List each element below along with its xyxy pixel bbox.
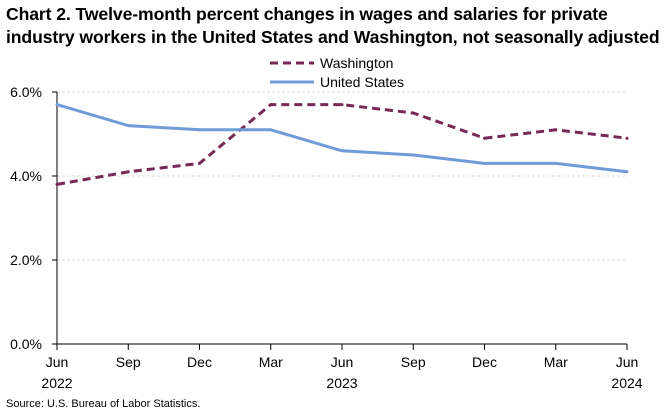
x-tick-label: Jun xyxy=(616,354,639,370)
y-tick-label: 2.0% xyxy=(10,252,42,268)
source-note: Source: U.S. Bureau of Labor Statistics. xyxy=(6,398,201,410)
data-point-washington xyxy=(554,128,558,132)
y-tick-label: 4.0% xyxy=(10,168,42,184)
series-line-washington xyxy=(56,103,628,186)
y-tick-label: 0.0% xyxy=(10,336,42,352)
data-point-united-states xyxy=(340,149,344,153)
chart-title-line-2: industry workers in the United States an… xyxy=(6,27,660,47)
data-point-united-states xyxy=(55,103,59,107)
axes xyxy=(52,91,628,350)
series-lines xyxy=(55,103,629,186)
x-tick-label: Dec xyxy=(472,354,497,370)
legend-label-washington: Washington xyxy=(320,55,393,71)
x-year-label: 2024 xyxy=(611,375,642,391)
y-axis-ticks: 0.0% 2.0% 4.0% 6.0% xyxy=(10,84,42,352)
data-point-united-states xyxy=(198,128,201,132)
x-tick-label: Mar xyxy=(259,354,283,370)
data-point-washington xyxy=(55,182,59,186)
data-point-united-states xyxy=(625,170,629,174)
data-point-united-states xyxy=(411,153,415,157)
data-point-washington xyxy=(269,103,273,107)
data-point-washington xyxy=(126,170,130,174)
series-line-united-states xyxy=(56,103,628,174)
data-point-washington xyxy=(198,161,201,165)
data-point-washington xyxy=(483,136,486,140)
x-tick-label: Sep xyxy=(401,354,426,370)
legend-label-united-states: United States xyxy=(320,74,404,90)
data-point-united-states xyxy=(483,161,486,165)
data-point-united-states xyxy=(269,128,273,132)
y-tick-label: 6.0% xyxy=(10,84,42,100)
x-tick-label: Jun xyxy=(46,354,69,370)
gridlines xyxy=(57,91,627,261)
data-point-washington xyxy=(411,111,415,115)
chart-title-line-1: Chart 2. Twelve-month percent changes in… xyxy=(6,4,608,24)
data-point-washington xyxy=(625,136,629,140)
x-tick-label: Mar xyxy=(544,354,568,370)
legend: Washington United States xyxy=(270,55,404,90)
x-tick-label: Dec xyxy=(187,354,212,370)
chart-title: Chart 2. Twelve-month percent changes in… xyxy=(6,3,666,49)
x-year-label: 2023 xyxy=(326,375,357,391)
data-point-united-states xyxy=(126,124,130,128)
data-point-washington xyxy=(340,103,344,107)
x-axis-ticks: Jun Sep Dec Mar Jun Sep Dec Mar Jun 2022 2023 2024 xyxy=(41,354,642,391)
x-year-label: 2022 xyxy=(41,375,72,391)
x-tick-label: Jun xyxy=(331,354,354,370)
data-point-united-states xyxy=(554,161,558,165)
x-tick-label: Sep xyxy=(116,354,141,370)
